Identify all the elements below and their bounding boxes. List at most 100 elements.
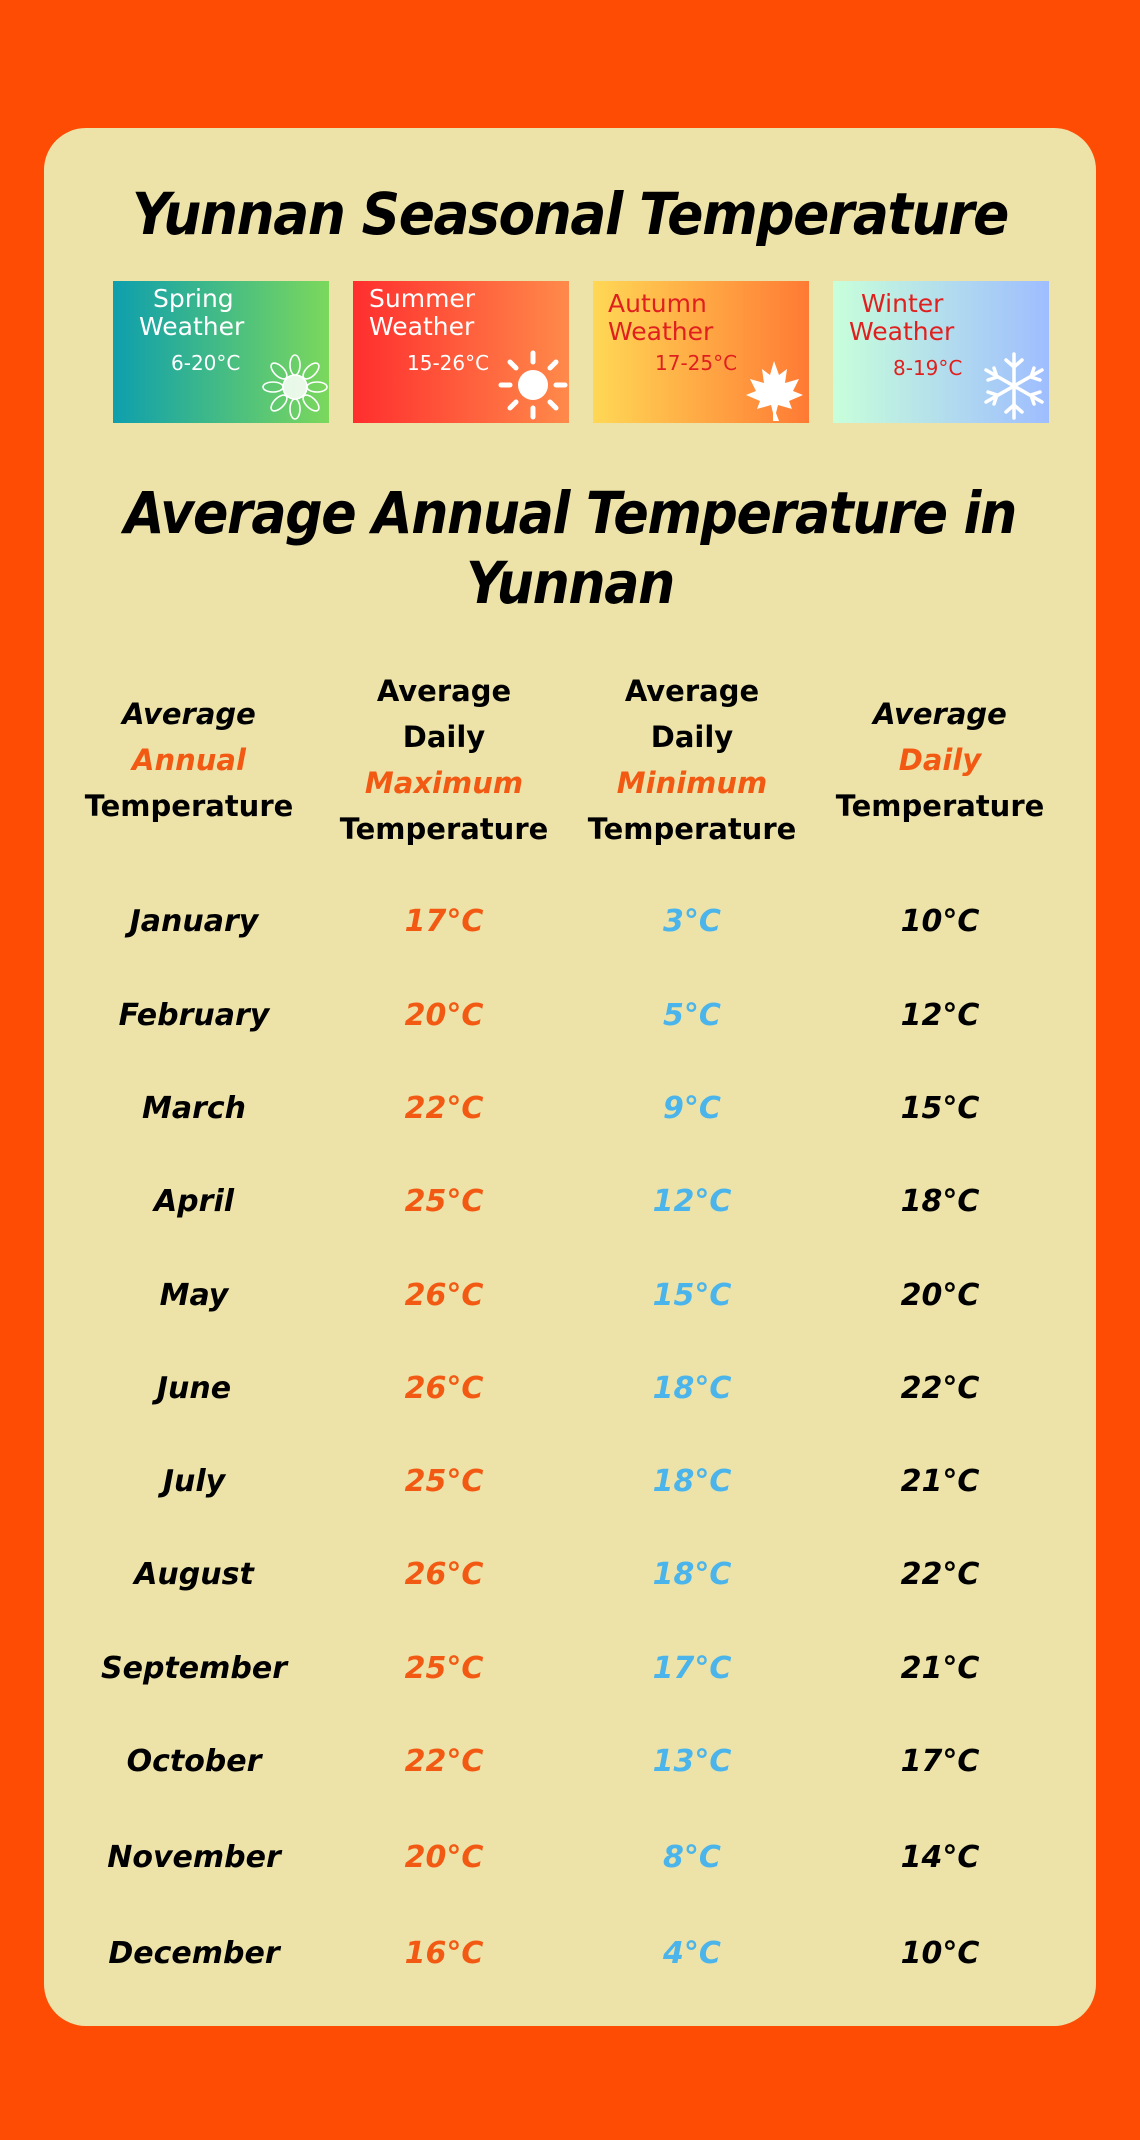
table-row: May 26°C 15°C 20°C [44, 1266, 1096, 1326]
avg-temp-cell: 20°C [900, 1278, 980, 1313]
header-highlight: Annual [132, 743, 246, 777]
header-line: Daily [402, 720, 486, 754]
column-header-annual: Average Annual Temperature [74, 691, 304, 829]
season-name: Spring Weather [139, 284, 244, 341]
max-temp-cell: 22°C [404, 1744, 484, 1779]
month-cell: February [118, 998, 270, 1033]
season-card-winter: Winter Weather 8-19°C [833, 281, 1049, 423]
month-cell: November [107, 1840, 281, 1875]
avg-temp-cell: 10°C [900, 904, 980, 939]
season-range: 17-25°C [655, 351, 738, 375]
season-range: 8-19°C [893, 356, 963, 380]
min-temp-cell: 18°C [652, 1464, 732, 1499]
month-cell: July [162, 1464, 226, 1499]
min-temp-cell: 15°C [652, 1278, 732, 1313]
min-temp-cell: 18°C [652, 1557, 732, 1592]
table-row: March 22°C 9°C 15°C [44, 1079, 1096, 1139]
header-line: Average [376, 674, 512, 708]
header-line: Temperature [339, 812, 549, 846]
header-line: Temperature [84, 789, 294, 823]
min-temp-cell: 3°C [663, 904, 721, 939]
max-temp-cell: 22°C [404, 1091, 484, 1126]
max-temp-cell: 20°C [404, 998, 484, 1033]
max-temp-cell: 25°C [404, 1184, 484, 1219]
avg-temp-cell: 22°C [900, 1557, 980, 1592]
max-temp-cell: 17°C [404, 904, 484, 939]
season-name: Autumn Weather [608, 290, 713, 346]
month-cell: May [159, 1278, 229, 1313]
header-line: Average [122, 697, 256, 731]
avg-temp-cell: 18°C [900, 1184, 980, 1219]
sunflower-icon [262, 354, 328, 420]
header-line: Temperature [587, 812, 797, 846]
header-highlight: Maximum [364, 766, 524, 800]
avg-temp-cell: 15°C [900, 1091, 980, 1126]
season-name-line2: Weather [608, 317, 714, 346]
header-highlight: Daily [898, 743, 982, 777]
snowflake-icon [984, 352, 1044, 420]
season-name-line2: Weather [139, 312, 245, 341]
table-row: February 20°C 5°C 12°C [44, 986, 1096, 1046]
page-title: Yunnan Seasonal Temperature [132, 180, 1009, 248]
table-title-line1: Average Annual Temperature in [124, 479, 1017, 547]
avg-temp-cell: 22°C [900, 1371, 980, 1406]
column-header-min: Average Daily Minimum Temperature [572, 668, 812, 852]
min-temp-cell: 18°C [652, 1371, 732, 1406]
max-temp-cell: 20°C [404, 1840, 484, 1875]
month-cell: June [156, 1371, 232, 1406]
table-title-line2: Yunnan [466, 549, 675, 617]
month-cell: October [126, 1744, 262, 1779]
month-cell: January [129, 904, 259, 939]
header-line: Daily [650, 720, 734, 754]
table-row: December 16°C 4°C 10°C [44, 1924, 1096, 1984]
avg-temp-cell: 14°C [900, 1840, 980, 1875]
table-row: July 25°C 18°C 21°C [44, 1452, 1096, 1512]
min-temp-cell: 8°C [663, 1840, 721, 1875]
table-title: Average Annual Temperature in Yunnan [97, 478, 1044, 618]
avg-temp-cell: 10°C [900, 1936, 980, 1971]
season-card-autumn: Autumn Weather 17-25°C [593, 281, 809, 423]
season-name-line1: Summer [369, 284, 476, 313]
month-cell: March [141, 1091, 247, 1126]
season-name-line2: Weather [849, 317, 955, 346]
infographic-card: Yunnan Seasonal Temperature Spring Weath… [44, 128, 1096, 2026]
season-name-line1: Autumn [608, 289, 707, 318]
max-temp-cell: 16°C [404, 1936, 484, 1971]
avg-temp-cell: 17°C [900, 1744, 980, 1779]
max-temp-cell: 26°C [404, 1278, 484, 1313]
column-header-avg: Average Daily Temperature [820, 691, 1060, 829]
season-name-line1: Spring [153, 284, 234, 313]
header-line: Average [873, 697, 1007, 731]
season-card-summer: Summer Weather 15-26°C [353, 281, 569, 423]
min-temp-cell: 12°C [652, 1184, 732, 1219]
avg-temp-cell: 21°C [900, 1651, 980, 1686]
table-row: November 20°C 8°C 14°C [44, 1828, 1096, 1888]
table-row: August 26°C 18°C 22°C [44, 1545, 1096, 1605]
month-cell: December [108, 1936, 280, 1971]
month-cell: April [153, 1184, 235, 1219]
avg-temp-cell: 21°C [900, 1464, 980, 1499]
season-name: Summer Weather [369, 285, 475, 341]
season-name-line1: Winter [861, 289, 944, 318]
header-highlight: Minimum [616, 766, 768, 800]
min-temp-cell: 9°C [663, 1091, 721, 1126]
max-temp-cell: 25°C [404, 1651, 484, 1686]
season-range: 6-20°C [171, 351, 241, 375]
min-temp-cell: 13°C [652, 1744, 732, 1779]
table-row: June 26°C 18°C 22°C [44, 1359, 1096, 1419]
maple-leaf-icon [746, 361, 803, 421]
column-header-max: Average Daily Maximum Temperature [324, 668, 564, 852]
season-name: Winter Weather [849, 290, 954, 346]
table-row: September 25°C 17°C 21°C [44, 1639, 1096, 1699]
header-line: Average [624, 674, 760, 708]
max-temp-cell: 26°C [404, 1371, 484, 1406]
max-temp-cell: 25°C [404, 1464, 484, 1499]
season-card-spring: Spring Weather 6-20°C [113, 281, 329, 423]
header-line: Temperature [835, 789, 1045, 823]
table-row: January 17°C 3°C 10°C [44, 892, 1096, 952]
min-temp-cell: 17°C [652, 1651, 732, 1686]
max-temp-cell: 26°C [404, 1557, 484, 1592]
min-temp-cell: 4°C [663, 1936, 721, 1971]
season-name-line2: Weather [369, 312, 475, 341]
sun-icon [498, 350, 568, 420]
